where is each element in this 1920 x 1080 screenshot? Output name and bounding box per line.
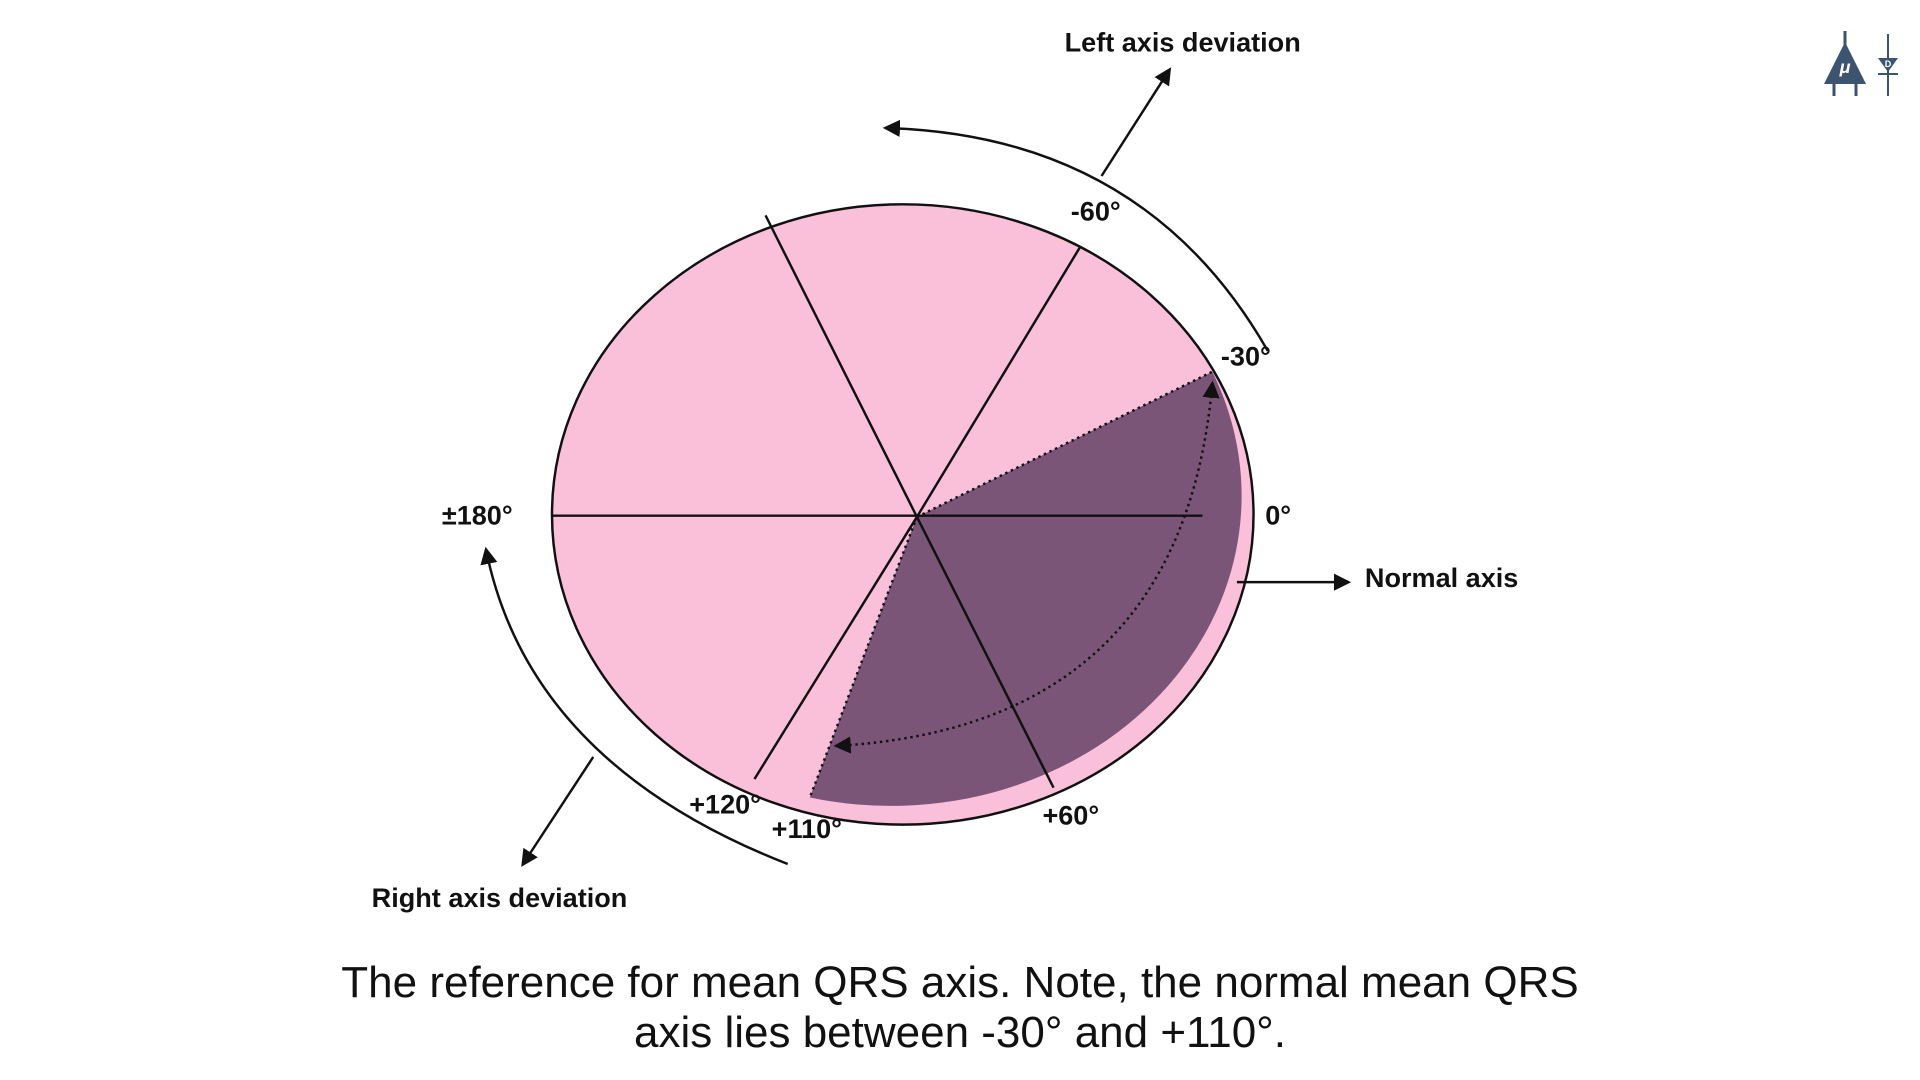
- label-180: ±180°: [442, 499, 513, 530]
- label-plus120: +120°: [689, 789, 761, 820]
- label-plus60: +60°: [1042, 800, 1099, 831]
- right-deviation-pointer-arrow: [521, 756, 595, 867]
- caption-line-1: The reference for mean QRS axis. Note, t…: [341, 958, 1579, 1007]
- svg-text:μ: μ: [1839, 57, 1851, 77]
- label-minus30: -30°: [1221, 341, 1271, 372]
- label-left-axis-deviation: Left axis deviation: [1065, 27, 1301, 58]
- label-normal-axis: Normal axis: [1365, 562, 1518, 593]
- left-deviation-arc-arrow: [882, 119, 1269, 352]
- svg-text:D: D: [1885, 59, 1892, 69]
- label-plus110: +110°: [772, 813, 842, 844]
- left-deviation-pointer-arrow: [1100, 67, 1172, 177]
- label-0: 0°: [1265, 499, 1291, 530]
- normal-range-dotted-arc: [833, 380, 1220, 754]
- figure-caption: The reference for mean QRS axis. Note, t…: [0, 958, 1920, 1058]
- ellipse-outline: [550, 203, 1255, 826]
- label-minus60: -60°: [1071, 195, 1121, 226]
- opamp-diode-logo: μ D: [1824, 31, 1898, 96]
- right-deviation-arc-arrow: [480, 546, 789, 866]
- label-right-axis-deviation: Right axis deviation: [372, 882, 628, 913]
- caption-line-2: axis lies between -30° and +110°.: [633, 1008, 1286, 1057]
